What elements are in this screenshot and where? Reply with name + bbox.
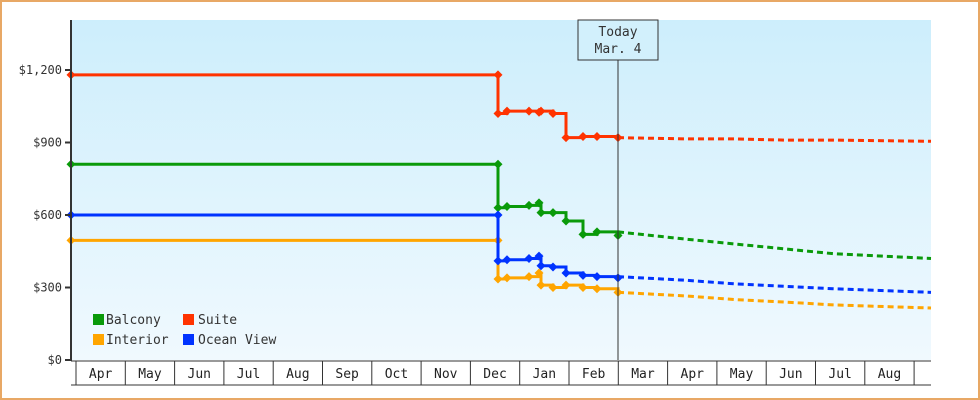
- x-tick-label: Aug: [286, 367, 309, 382]
- data-point-marker: [493, 256, 503, 266]
- data-point-marker: [502, 202, 512, 212]
- y-tick-label: $900: [33, 136, 62, 150]
- series-ocean-view: [66, 210, 932, 294]
- y-tick-label: $600: [33, 208, 62, 222]
- data-point-marker: [502, 255, 512, 265]
- data-point-marker: [592, 227, 602, 237]
- legend-label-ocean-view: Ocean View: [198, 333, 276, 348]
- data-point-marker: [536, 280, 546, 290]
- series-suite: [66, 70, 932, 143]
- x-tick-label: Feb: [582, 367, 606, 382]
- data-point-marker: [561, 280, 571, 290]
- data-point-marker: [592, 272, 602, 282]
- data-point-marker: [502, 273, 512, 283]
- legend: Balcony Suite Interior Ocean View: [93, 313, 276, 348]
- y-tick-label: $0: [48, 353, 62, 367]
- data-point-marker: [502, 106, 512, 116]
- data-point-marker: [536, 208, 546, 218]
- data-point-marker: [524, 254, 534, 263]
- today-marker: Today Mar. 4: [577, 19, 659, 360]
- x-tick-label: Jul: [237, 367, 260, 382]
- x-tick-label: Apr: [89, 367, 113, 382]
- x-tick-label: May: [730, 367, 754, 382]
- data-point-marker: [493, 109, 503, 118]
- x-tick-label: Jun: [188, 367, 211, 382]
- today-label: Today: [598, 25, 637, 40]
- data-point-marker: [561, 216, 571, 226]
- x-tick-label: Oct: [385, 367, 408, 382]
- data-point-marker: [534, 198, 544, 208]
- series-layer: [66, 70, 932, 310]
- y-tick-label: $1,200: [19, 63, 62, 77]
- data-point-marker: [493, 159, 503, 169]
- y-tick-label: $300: [33, 281, 62, 295]
- legend-label-suite: Suite: [198, 313, 237, 328]
- data-point-marker: [548, 109, 558, 118]
- data-point-marker: [578, 229, 588, 239]
- plot-area: [71, 20, 931, 360]
- data-point-marker: [548, 262, 558, 272]
- x-tick-label: Jun: [779, 367, 802, 382]
- x-tick-label: Nov: [434, 367, 458, 382]
- data-point-marker: [524, 106, 534, 116]
- data-point-marker: [524, 272, 534, 282]
- legend-swatch-suite: [183, 314, 194, 325]
- legend-swatch-interior: [93, 334, 104, 345]
- data-point-marker: [578, 270, 588, 280]
- x-axis-ticks: Apr May Jun Jul Aug Sep Oct Nov Dec Jan Feb Mar Apr M…: [71, 360, 931, 386]
- y-axis-ticks: $0 $300 $600 $900 $1,200: [19, 63, 71, 367]
- data-point-marker: [493, 274, 503, 284]
- x-tick-label: Aug: [878, 367, 901, 382]
- data-point-marker: [534, 268, 544, 278]
- data-point-marker: [493, 70, 503, 80]
- data-point-marker: [578, 131, 588, 141]
- data-point-marker: [536, 106, 546, 116]
- x-tick-label: Jul: [828, 367, 851, 382]
- x-tick-label: May: [138, 367, 162, 382]
- x-tick-label: Sep: [335, 367, 359, 382]
- x-tick-label: Apr: [681, 367, 705, 382]
- x-tick-label: Dec: [483, 367, 506, 382]
- data-point-marker: [578, 283, 588, 292]
- data-point-marker: [548, 208, 558, 218]
- data-point-marker: [561, 133, 571, 143]
- data-point-marker: [493, 203, 503, 213]
- data-point-marker: [592, 284, 602, 294]
- x-tick-label: Mar: [631, 367, 655, 382]
- data-point-marker: [493, 210, 503, 220]
- data-point-marker: [592, 131, 602, 141]
- data-point-marker: [548, 283, 558, 292]
- series-interior: [66, 235, 932, 310]
- data-point-marker: [561, 268, 571, 278]
- legend-label-balcony: Balcony: [106, 313, 161, 328]
- today-date: Mar. 4: [595, 42, 642, 57]
- data-point-marker: [536, 261, 546, 271]
- legend-label-interior: Interior: [106, 333, 169, 348]
- legend-swatch-balcony: [93, 314, 104, 325]
- x-tick-label: Jan: [533, 367, 556, 382]
- data-point-marker: [534, 251, 544, 261]
- legend-swatch-ocean-view: [183, 334, 194, 345]
- data-point-marker: [524, 200, 534, 210]
